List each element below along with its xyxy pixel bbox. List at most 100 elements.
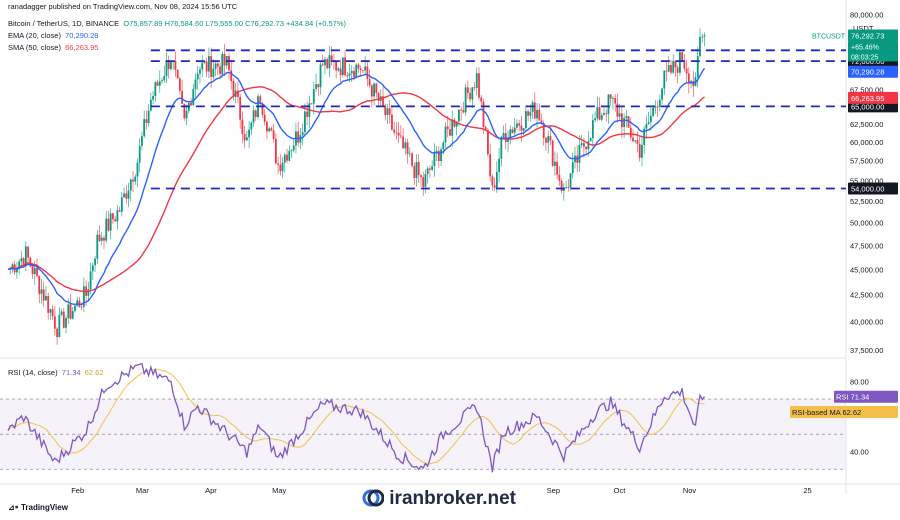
candle-body [71,311,74,319]
candle-body [149,99,152,111]
candle-body [487,130,489,155]
candle-body [413,165,416,178]
candle-body [24,246,27,266]
candle-body [605,113,608,115]
candle-body [132,179,134,182]
symbol-name[interactable]: Bitcoin / TetherUS, 1D, BINANCE [8,19,120,28]
candle-body [627,116,630,128]
sma-tag [848,91,898,104]
candle-body [147,110,150,123]
candle-body [49,309,52,313]
candle-body [511,129,514,133]
candle-body [370,85,373,97]
candle-body [286,154,288,161]
candle-body [165,60,168,77]
candle-body [516,123,518,128]
candle-body [406,142,409,154]
candle-body [60,311,63,315]
candle-body [625,116,628,119]
candle-body [674,60,677,68]
candle-body [690,80,692,83]
price-tick-label: 67,500.00 [850,86,883,95]
candle-body [665,70,668,72]
candle-body [176,69,179,79]
time-tick-label: Sep [547,486,560,495]
candle-body [138,145,141,163]
watermark: iranbroker.net [362,488,516,510]
candle-body [357,64,360,69]
candle-body [129,179,132,191]
candle-body [504,133,507,142]
candle-body [359,68,362,71]
time-tick-label: Apr [205,486,217,495]
price-tick-label: 37,500.00 [850,346,883,355]
candle-body [232,80,235,97]
candle-body [268,128,271,132]
candle-body [219,66,221,75]
candle-body [237,90,239,97]
candle-body [205,61,208,72]
candle-body [632,137,634,142]
candle-body [22,258,25,266]
candle-body [47,296,50,313]
time-tick-label: Oct [614,486,627,495]
candle-body [328,55,331,69]
candle-body [569,173,572,188]
candle-body [221,53,224,75]
last-price-extra-tag [848,51,898,62]
candle-body [571,162,574,174]
candle-body [210,56,213,77]
rsi-legend[interactable]: RSI (14, close) 71.34 62.62 [8,368,104,377]
candle-body [281,162,284,172]
price-tick-label: 40,000.00 [850,317,883,326]
candle-body [388,108,391,115]
candle-body [167,60,170,70]
candle-body [45,296,47,301]
sma-line [7,86,705,292]
ema-legend[interactable]: EMA (20, close) 70,290.28 [8,31,98,40]
candle-body [623,118,625,128]
candle-body [426,168,429,174]
tradingview-logo[interactable]: ⊿⁍ TradingView [8,503,68,512]
rsi-ma-legend-value: 62.62 [84,368,104,377]
level-tag-label: 54,000.00 [851,185,884,194]
candle-body [565,187,567,189]
candle-body [136,162,139,177]
candle-body [656,106,659,108]
candle-body [451,119,454,136]
candle-body [424,173,427,187]
candle-body [618,113,621,117]
candle-body [103,237,105,241]
level-tag [848,182,898,195]
candle-body [364,66,367,71]
candle-body [685,68,688,74]
candle-body [29,257,32,267]
candle-body [158,81,161,86]
candle-body [520,125,523,131]
ema-tag [848,65,898,78]
candle-body [473,87,476,89]
candle-body [509,129,512,139]
candle-body [411,153,413,166]
candle-body [116,210,119,222]
candle-body [475,73,478,88]
candle-body [594,118,596,121]
candle-body [670,65,672,73]
candle-body [196,73,199,80]
price-tick-label: 45,000.00 [850,265,883,274]
candle-body [495,171,498,188]
candle-body [36,268,38,276]
candle-body [65,318,67,328]
candle-body [431,166,434,170]
candle-body [629,127,632,138]
candle-body [134,176,137,182]
candle-body [192,89,195,106]
candle-body [272,130,275,139]
candle-body [482,101,485,128]
candle-body [266,121,268,132]
sma-legend[interactable]: SMA (50, close) 66,263.95 [8,43,98,52]
candle-body [239,96,242,120]
candle-body [645,123,648,129]
candle-body [190,102,192,106]
